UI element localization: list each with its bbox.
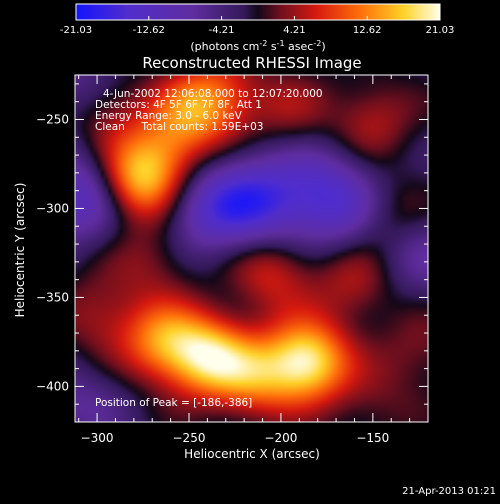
colorbar-tick-label: -4.21 [209, 25, 235, 36]
axis-ticks: −300 −250 −200 −150 −250 −300 −350 −400 [36, 75, 429, 445]
colorbar-ticks: -21.03 -12.62 -4.21 4.21 12.62 21.03 [60, 16, 454, 36]
info-clean: Clean Total counts: 1.59E+03 [95, 121, 264, 133]
y-tick-label: −300 [36, 201, 69, 215]
y-tick-label: −350 [36, 290, 69, 304]
plot-frame [74, 74, 429, 423]
peak-position: Position of Peak = [-186,-386] [95, 397, 252, 409]
x-tick-label: −150 [356, 431, 389, 445]
x-tick-label: −250 [173, 431, 206, 445]
colorbar-tick-label: 4.21 [283, 25, 305, 36]
info-energy: Energy Range: 3.0 - 6.0 keV [95, 110, 243, 122]
heatmap-image [75, 75, 428, 422]
info-time: 4-Jun-2002 12:06:08.000 to 12:07:20.000 [103, 88, 323, 100]
colorbar-tick-label: -21.03 [60, 25, 92, 36]
colorbar-units: (photons cm-2 s-1 asec-2) [190, 39, 325, 53]
chart-title: Reconstructed RHESSI Image [142, 54, 361, 72]
x-tick-label: −300 [81, 431, 114, 445]
image-area [75, 75, 428, 422]
y-axis-label: Heliocentric Y (arcsec) [13, 183, 27, 318]
info-detectors: Detectors: 4F 5F 6F 7F 8F, Att 1 [95, 99, 262, 111]
colorbar [75, 3, 441, 21]
y-tick-label: −400 [36, 379, 69, 393]
x-axis-label: Heliocentric X (arcsec) [184, 447, 320, 461]
x-tick-label: −200 [264, 431, 297, 445]
y-tick-label: −250 [36, 112, 69, 126]
render-date: 21-Apr-2013 01:21 [402, 486, 496, 497]
colorbar-tick-label: -12.62 [133, 25, 165, 36]
colorbar-tick-label: 21.03 [426, 25, 455, 36]
colorbar-tick-label: 12.62 [353, 25, 382, 36]
